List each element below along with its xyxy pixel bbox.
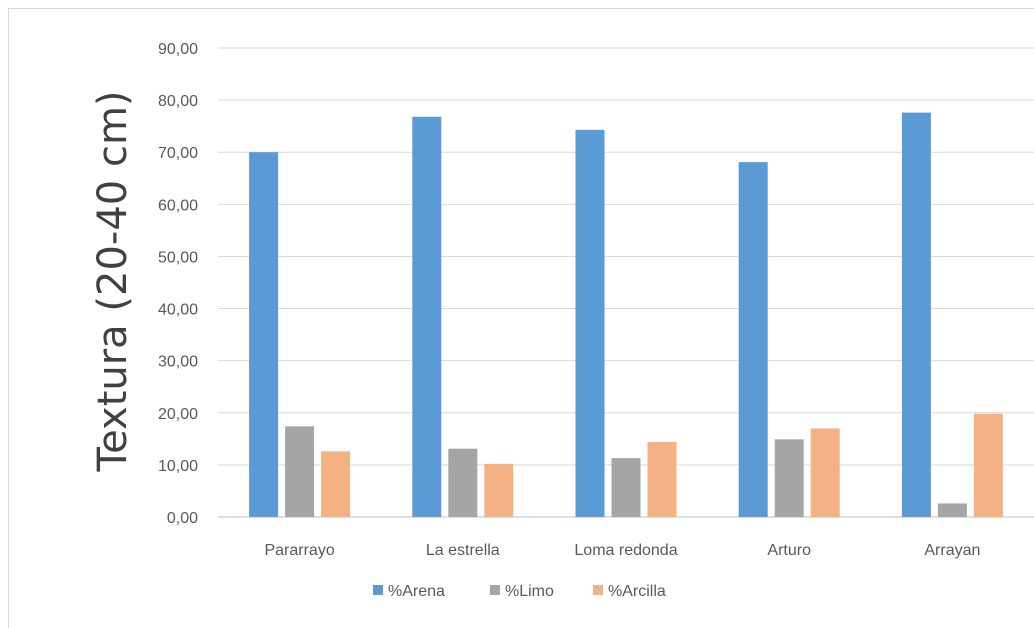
legend: %Arena %Limo %Arcilla (373, 583, 666, 600)
y-tick-labels: 0,00 10,00 20,00 30,00 40,00 50,00 60,00 70,00 8… (158, 41, 198, 527)
y-tick-label: 90,00 (158, 41, 198, 58)
y-tick-label: 30,00 (158, 354, 198, 371)
bar-arena (901, 112, 931, 518)
x-tick-label: La estrella (426, 542, 500, 559)
x-tick-label: Pararrayo (264, 542, 334, 559)
legend-label: %Arena (388, 583, 445, 600)
bars (249, 112, 1003, 518)
legend-swatch (490, 585, 500, 595)
bar-arena (412, 116, 442, 517)
y-tick-label: 10,00 (158, 458, 198, 475)
bar-limo (285, 426, 315, 517)
bar-arcilla (484, 463, 514, 517)
bar-limo (611, 458, 641, 517)
x-tick-labels: Pararrayo La estrella Loma redonda Arturo Ar… (264, 542, 980, 559)
bar-arcilla (321, 451, 351, 517)
y-tick-label: 40,00 (158, 302, 198, 319)
legend-label: %Arcilla (608, 583, 666, 600)
y-tick-label: 0,00 (167, 510, 198, 527)
chart-frame (8, 8, 1034, 628)
bar-limo (774, 439, 804, 517)
x-tick-label: Arturo (767, 542, 811, 559)
y-tick-label: 80,00 (158, 93, 198, 110)
bar-limo (937, 503, 967, 517)
bar-arcilla (647, 441, 677, 517)
bar-arena (249, 152, 279, 517)
x-tick-label: Arrayan (924, 542, 980, 559)
y-tick-label: 20,00 (158, 406, 198, 423)
x-tick-label: Loma redonda (574, 542, 677, 559)
y-tick-label: 60,00 (158, 197, 198, 214)
legend-swatch (373, 585, 383, 595)
y-tick-label: 50,00 (158, 249, 198, 266)
legend-label: %Limo (505, 583, 554, 600)
bar-arcilla (973, 413, 1003, 517)
y-axis-label: Textura (20-40 cm) (90, 90, 136, 472)
bar-arcilla (810, 428, 840, 517)
bar-limo (448, 448, 478, 517)
legend-swatch (593, 585, 603, 595)
bar-arena (575, 129, 605, 517)
bar-arena (738, 162, 768, 517)
y-tick-label: 70,00 (158, 145, 198, 162)
